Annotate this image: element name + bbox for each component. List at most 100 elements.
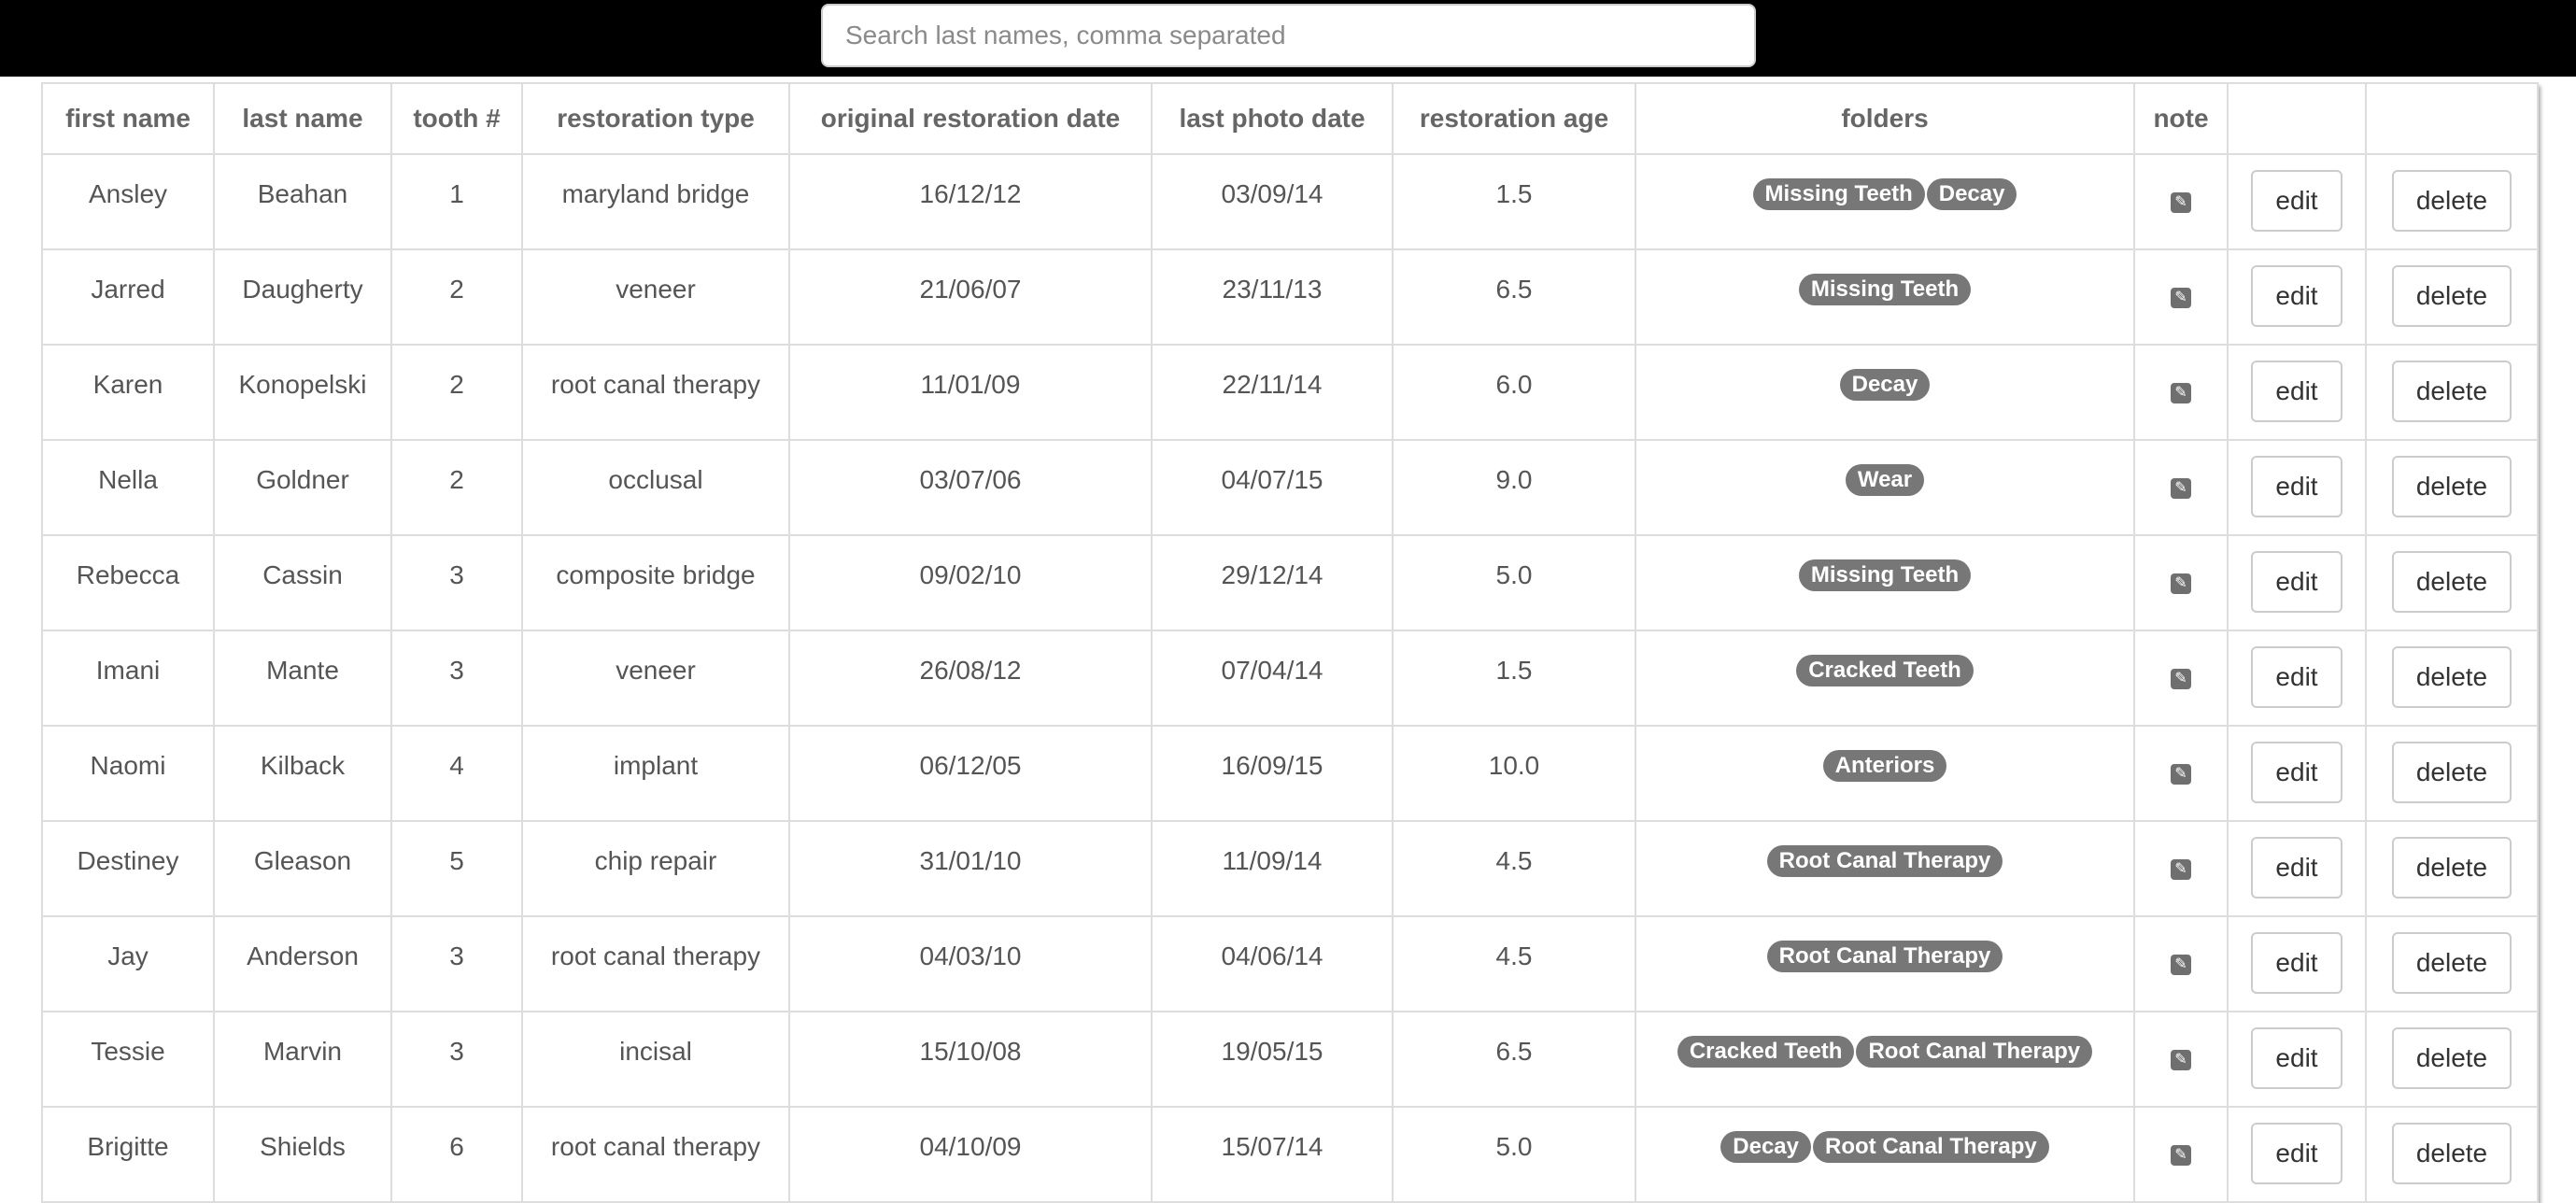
cell-tooth-number: 3 xyxy=(390,1011,523,1108)
folder-badge[interactable]: Missing Teeth xyxy=(1798,559,1972,591)
edit-button[interactable]: edit xyxy=(2251,551,2342,613)
pencil-square-icon[interactable]: ✎ xyxy=(2171,1050,2191,1070)
cell-tooth-number: 3 xyxy=(390,534,523,631)
table-row: Brigitte Shields 6 root canal therapy 04… xyxy=(41,1106,2539,1203)
pencil-square-icon[interactable]: ✎ xyxy=(2171,1145,2191,1166)
header-restoration-age[interactable]: restoration age xyxy=(1392,82,1636,155)
cell-restoration-type: implant xyxy=(521,725,790,822)
last-photo-date: 16/09/15 xyxy=(1221,751,1323,780)
cell-tooth-number: 3 xyxy=(390,915,523,1012)
header-row: first name last name tooth # restoration… xyxy=(41,82,2539,155)
folder-badges: Decay xyxy=(1637,347,2132,401)
cell-edit: edit xyxy=(2227,439,2367,536)
restoration-type: root canal therapy xyxy=(550,941,761,970)
delete-button[interactable]: delete xyxy=(2392,837,2512,899)
header-last-photo-date[interactable]: last photo date xyxy=(1151,82,1394,155)
pencil-square-icon[interactable]: ✎ xyxy=(2171,764,2191,785)
cell-restoration-type: chip repair xyxy=(521,820,790,917)
pencil-square-icon[interactable]: ✎ xyxy=(2171,383,2191,403)
cell-delete: delete xyxy=(2365,1011,2539,1108)
cell-edit: edit xyxy=(2227,153,2367,250)
first-name: Rebecca xyxy=(76,560,180,589)
cell-restoration-age: 5.0 xyxy=(1392,534,1636,631)
delete-button[interactable]: delete xyxy=(2392,1027,2512,1089)
cell-folders: Missing Teeth xyxy=(1635,248,2135,346)
cell-restoration-age: 10.0 xyxy=(1392,725,1636,822)
edit-button[interactable]: edit xyxy=(2251,837,2342,899)
cell-original-date: 03/07/06 xyxy=(788,439,1153,536)
header-tooth-number[interactable]: tooth # xyxy=(390,82,523,155)
pencil-square-icon[interactable]: ✎ xyxy=(2171,288,2191,308)
folder-badges: Missing Teeth xyxy=(1637,537,2132,591)
header-last-name[interactable]: last name xyxy=(213,82,392,155)
table-body: Ansley Beahan 1 maryland bridge 16/12/12… xyxy=(41,153,2539,1203)
delete-button[interactable]: delete xyxy=(2392,646,2512,708)
edit-button[interactable]: edit xyxy=(2251,646,2342,708)
edit-button[interactable]: edit xyxy=(2251,1123,2342,1184)
folder-badge[interactable]: Wear xyxy=(1845,464,1925,496)
edit-button[interactable]: edit xyxy=(2251,1027,2342,1089)
delete-button[interactable]: delete xyxy=(2392,551,2512,613)
delete-button[interactable]: delete xyxy=(2392,170,2512,232)
delete-button[interactable]: delete xyxy=(2392,361,2512,422)
pencil-square-icon[interactable]: ✎ xyxy=(2171,955,2191,975)
edit-button[interactable]: edit xyxy=(2251,170,2342,232)
first-name: Karen xyxy=(92,370,163,399)
edit-button[interactable]: edit xyxy=(2251,456,2342,517)
cell-note: ✎ xyxy=(2133,344,2229,441)
header-note: note xyxy=(2133,82,2229,155)
folder-badge[interactable]: Missing Teeth xyxy=(1798,274,1972,305)
cell-last-photo-date: 04/07/15 xyxy=(1151,439,1394,536)
original-restoration-date: 26/08/12 xyxy=(919,656,1022,685)
pencil-square-icon[interactable]: ✎ xyxy=(2171,669,2191,689)
table-row: Destiney Gleason 5 chip repair 31/01/10 … xyxy=(41,820,2539,917)
last-photo-date: 29/12/14 xyxy=(1221,560,1323,589)
folder-badge[interactable]: Root Canal Therapy xyxy=(1813,1131,2049,1163)
delete-button[interactable]: delete xyxy=(2392,456,2512,517)
folder-badge[interactable]: Root Canal Therapy xyxy=(1766,845,2003,877)
folder-badge[interactable]: Cracked Teeth xyxy=(1796,655,1974,686)
folder-badge[interactable]: Anteriors xyxy=(1822,750,1947,782)
restoration-type: implant xyxy=(613,751,699,780)
edit-button[interactable]: edit xyxy=(2251,742,2342,803)
folder-badge[interactable]: Root Canal Therapy xyxy=(1766,941,2003,972)
cell-delete: delete xyxy=(2365,1106,2539,1203)
original-restoration-date: 09/02/10 xyxy=(919,560,1022,589)
cell-original-date: 09/02/10 xyxy=(788,534,1153,631)
header-folders: folders xyxy=(1635,82,2135,155)
restoration-age: 6.5 xyxy=(1495,275,1533,304)
folder-badge[interactable]: Missing Teeth xyxy=(1752,178,1925,210)
restoration-type: root canal therapy xyxy=(550,370,761,399)
cell-first-name: Ansley xyxy=(41,153,215,250)
delete-button[interactable]: delete xyxy=(2392,1123,2512,1184)
cell-first-name: Naomi xyxy=(41,725,215,822)
table-row: Imani Mante 3 veneer 26/08/12 07/04/14 1… xyxy=(41,630,2539,727)
pencil-square-icon[interactable]: ✎ xyxy=(2171,478,2191,499)
first-name: Destiney xyxy=(77,846,179,875)
header-first-name[interactable]: first name xyxy=(41,82,215,155)
pencil-square-icon[interactable]: ✎ xyxy=(2171,859,2191,880)
folder-badge[interactable]: Root Canal Therapy xyxy=(1856,1036,2093,1068)
folder-badge[interactable]: Decay xyxy=(1839,369,1931,401)
edit-button[interactable]: edit xyxy=(2251,361,2342,422)
cell-delete: delete xyxy=(2365,153,2539,250)
folder-badge[interactable]: Decay xyxy=(1720,1131,1812,1163)
header-restoration-type[interactable]: restoration type xyxy=(521,82,790,155)
header-original-restoration-date[interactable]: original restoration date xyxy=(788,82,1153,155)
edit-button[interactable]: edit xyxy=(2251,932,2342,994)
pencil-square-icon[interactable]: ✎ xyxy=(2171,192,2191,213)
edit-button[interactable]: edit xyxy=(2251,265,2342,327)
folder-badge[interactable]: Decay xyxy=(1926,178,2017,210)
delete-button[interactable]: delete xyxy=(2392,265,2512,327)
cell-folders: Root Canal Therapy xyxy=(1635,915,2135,1012)
last-photo-date: 23/11/13 xyxy=(1222,275,1323,304)
cell-tooth-number: 1 xyxy=(390,153,523,250)
cell-restoration-type: veneer xyxy=(521,248,790,346)
cell-note: ✎ xyxy=(2133,915,2229,1012)
search-input[interactable] xyxy=(821,4,1756,67)
delete-button[interactable]: delete xyxy=(2392,742,2512,803)
cell-tooth-number: 2 xyxy=(390,344,523,441)
delete-button[interactable]: delete xyxy=(2392,932,2512,994)
folder-badge[interactable]: Cracked Teeth xyxy=(1677,1036,1855,1068)
pencil-square-icon[interactable]: ✎ xyxy=(2171,573,2191,594)
